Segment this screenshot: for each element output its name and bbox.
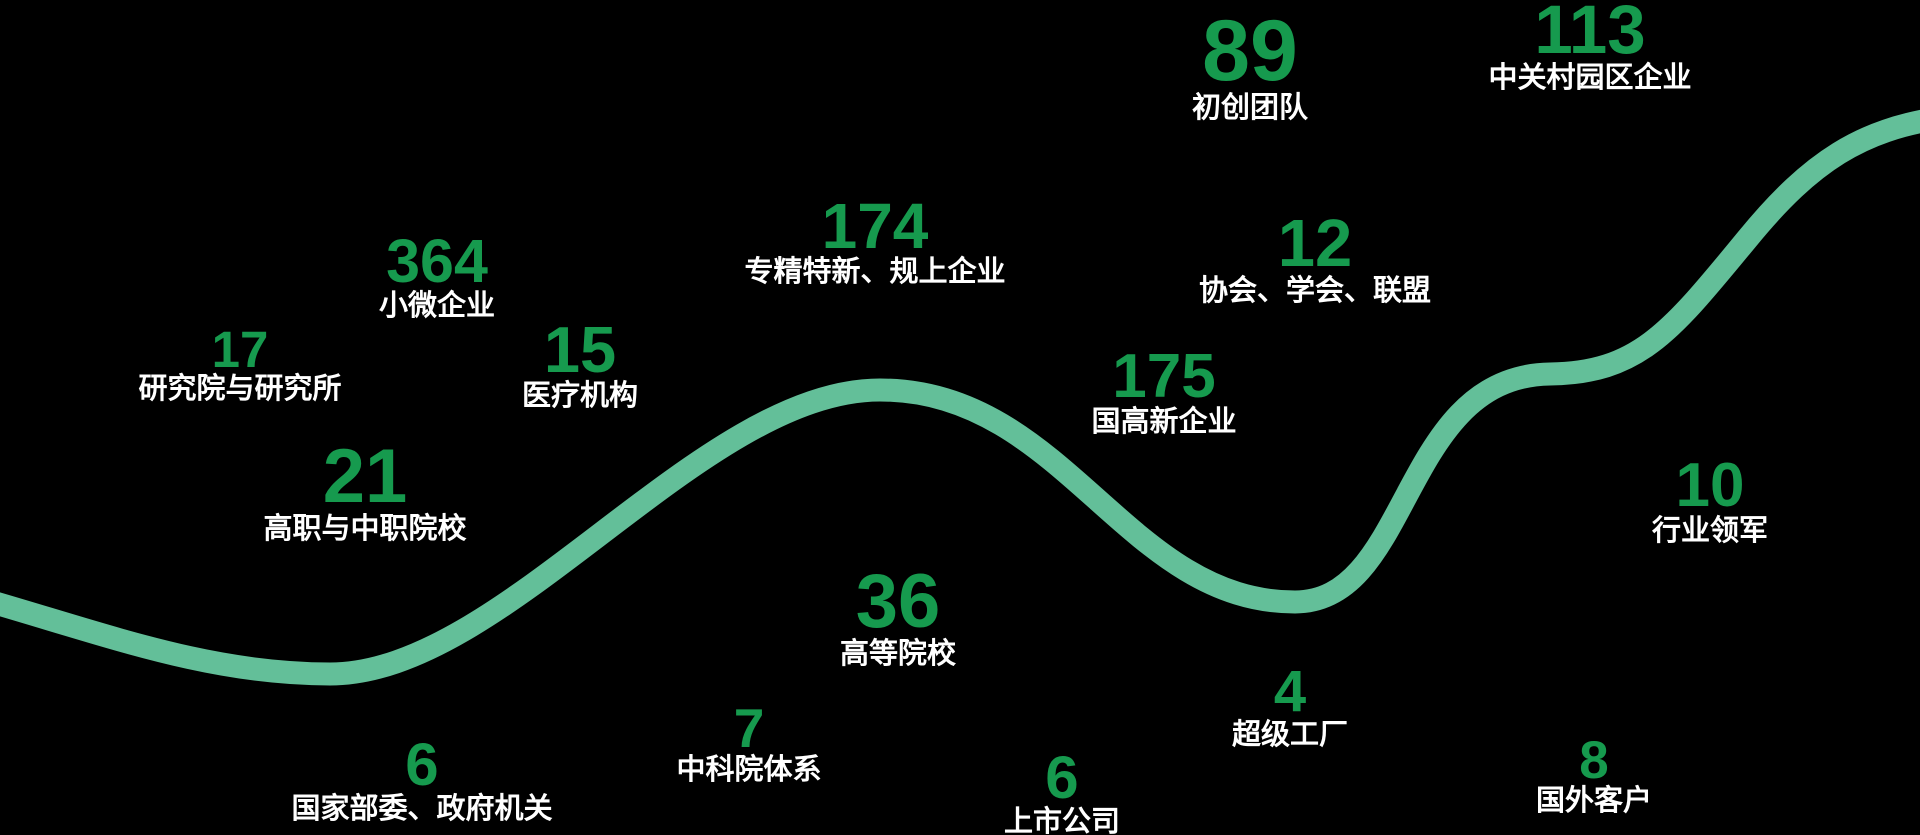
stat-label: 中科院体系 (676, 754, 822, 786)
stat-label: 医疗机构 (521, 380, 639, 412)
stat-small-micro-enterprises: 364 小微企业 (379, 231, 495, 323)
stat-vocational-colleges: 21 高职与中职院校 (263, 439, 466, 546)
stat-label: 行业领军 (1651, 515, 1769, 547)
stat-value: 15 (543, 313, 617, 386)
stat-label: 中关村园区企业 (1488, 62, 1692, 94)
stat-listed-companies: 6 上市公司 (1004, 748, 1120, 835)
stat-value: 8 (1579, 731, 1609, 790)
stat-industry-leaders: 10 行业领军 (1652, 455, 1768, 548)
stat-value: 89 (1202, 3, 1298, 99)
stat-label: 高职与中职院校 (263, 513, 467, 545)
stat-value: 175 (1112, 342, 1216, 411)
stat-value: 17 (211, 321, 269, 378)
stat-value: 6 (1045, 744, 1079, 811)
stat-label: 国高新企业 (1091, 406, 1237, 438)
stat-label: 国外客户 (1535, 785, 1653, 817)
stat-label: 国家部委、政府机关 (291, 793, 553, 825)
stat-value: 174 (821, 190, 929, 262)
stat-medical-institutions: 15 医疗机构 (522, 317, 638, 413)
stat-label: 小微企业 (378, 290, 496, 322)
stat-value: 10 (1675, 451, 1745, 520)
wave-curve (0, 109, 1920, 686)
stat-value: 21 (322, 434, 408, 519)
stat-label: 超级工厂 (1231, 719, 1349, 751)
stat-super-factories: 4 超级工厂 (1232, 663, 1348, 752)
stat-label: 高等院校 (839, 638, 957, 670)
stat-research-institutes: 17 研究院与研究所 (138, 324, 341, 406)
stat-associations: 12 协会、学会、联盟 (1199, 210, 1431, 308)
stat-overseas-clients: 8 国外客户 (1536, 734, 1652, 818)
stat-value: 364 (386, 227, 488, 295)
stat-value: 7 (733, 697, 765, 759)
stat-universities: 36 高等院校 (840, 564, 956, 671)
stat-value: 12 (1277, 206, 1353, 281)
stat-cas-system: 7 中科院体系 (676, 701, 821, 787)
stat-value: 4 (1273, 659, 1307, 724)
stat-national-high-tech: 175 国高新企业 (1091, 346, 1236, 439)
stat-label: 专精特新、规上企业 (744, 256, 1006, 288)
stat-startup-teams: 89 初创团队 (1192, 8, 1308, 125)
stat-srdi-enterprises: 174 专精特新、规上企业 (744, 194, 1005, 289)
stat-label: 协会、学会、联盟 (1198, 275, 1432, 307)
stat-value: 6 (405, 731, 439, 798)
stat-label: 研究院与研究所 (138, 373, 342, 405)
stat-value: 36 (855, 559, 941, 644)
stat-zgc-park-enterprises: 113 中关村园区企业 (1488, 0, 1691, 95)
stat-label: 上市公司 (1003, 806, 1121, 835)
stat-label: 初创团队 (1191, 92, 1309, 124)
stat-value: 113 (1534, 0, 1646, 68)
stat-government-agencies: 6 国家部委、政府机关 (291, 735, 552, 826)
